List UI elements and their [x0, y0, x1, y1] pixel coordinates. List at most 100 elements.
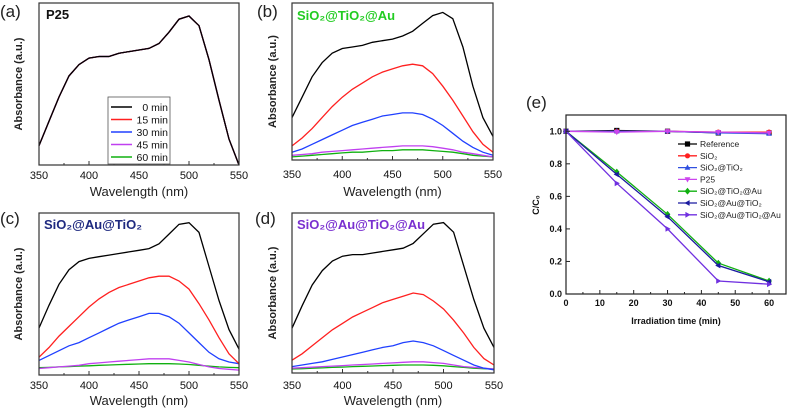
- panel-e: 0 10 20 30 40 50 60 0.0 0.2 0.4 0.6 0.8 1.0 Irradiati…: [526, 93, 787, 326]
- series-line-0: [291, 221, 495, 348]
- x-axis-label: Irradiation time (min): [631, 316, 721, 326]
- legend-entry: P25: [700, 174, 715, 184]
- x-tick-label: 50: [730, 298, 740, 308]
- x-tick-label: 400: [333, 380, 351, 392]
- series-line-1: [291, 63, 494, 153]
- y-axis-label: Absorbance (a.u.): [267, 35, 279, 128]
- x-tick-label: 500: [180, 170, 198, 182]
- legend-entry: 0 min: [142, 102, 168, 114]
- data-point: [664, 129, 671, 135]
- plot-frame: [291, 2, 494, 161]
- series-line-1: [291, 292, 495, 366]
- panel-label: (b): [257, 2, 278, 21]
- panel-a: 350 400 450 500 550 Wavelength (nm) Absorbance…: [0, 2, 248, 199]
- y-tick-label: 0.6: [549, 191, 562, 201]
- series-line-2: [291, 112, 494, 156]
- x-tick-label: 0: [563, 298, 568, 308]
- x-tick-label: 450: [384, 380, 402, 392]
- legend-entry: 30 min: [136, 127, 168, 139]
- x-tick-label: 60: [764, 298, 774, 308]
- panel-d: 350 400 450 500 550 Wavelength (nm) Absorbance…: [255, 209, 503, 408]
- x-tick-label: 40: [696, 298, 706, 308]
- panel-title: SiO₂@Au@TiO₂: [44, 217, 142, 232]
- y-axis-label: Absorbance (a.u.): [13, 247, 25, 340]
- data-point: [715, 130, 722, 136]
- y-tick-label: 0.2: [549, 256, 562, 266]
- x-tick-label: 500: [180, 380, 198, 392]
- y-axis-label: Absorbance (a.u.): [267, 246, 279, 339]
- x-tick-label: 350: [30, 380, 48, 392]
- panel-b: 350 400 450 500 550 Wavelength (nm) Absorbance…: [257, 2, 502, 199]
- legend-marker: [684, 187, 691, 195]
- legend-entry: 45 min: [136, 140, 168, 152]
- legend-entry: Reference: [700, 139, 739, 149]
- x-tick-label: 400: [333, 169, 351, 181]
- x-tick-label: 10: [595, 298, 605, 308]
- series-line-2: [38, 312, 240, 365]
- x-tick-label: 500: [434, 169, 452, 181]
- panel-title: SiO₂@TiO₂@Au: [297, 8, 395, 23]
- legend-entry: 60 min: [136, 152, 168, 164]
- series-line-0: [38, 15, 240, 166]
- panel-label: (a): [0, 2, 21, 21]
- x-tick-label: 450: [130, 380, 148, 392]
- y-tick-label: 0.0: [549, 289, 562, 299]
- panel-label: (d): [255, 209, 276, 228]
- legend-entry: SiO₂: [700, 151, 717, 161]
- x-tick-label: 400: [80, 170, 98, 182]
- legend-entry: SiO₂@Au@TiO₂: [700, 198, 762, 208]
- x-axis-label: Wavelength (nm): [90, 393, 189, 408]
- series-line-0: [38, 222, 240, 350]
- panel-title: SiO₂@Au@TiO₂@Au: [297, 217, 425, 232]
- x-tick-label: 450: [130, 170, 148, 182]
- series-line-3: [291, 145, 494, 158]
- x-axis-label: Wavelength (nm): [90, 184, 189, 199]
- x-tick-label: 450: [383, 169, 401, 181]
- series-line-3: [291, 361, 495, 370]
- data-point: [665, 226, 671, 232]
- x-tick-label: 20: [629, 298, 639, 308]
- x-tick-label: 350: [283, 380, 301, 392]
- series-line-1: [38, 275, 240, 365]
- series-line-4: [291, 149, 494, 158]
- y-tick-label: 0.4: [549, 224, 562, 234]
- data-point: [613, 171, 619, 178]
- y-tick-label: 0.8: [549, 159, 562, 169]
- panel-label: (e): [526, 93, 547, 112]
- x-tick-label: 550: [230, 170, 248, 182]
- x-tick-label: 550: [230, 380, 248, 392]
- panel-title: P25: [46, 7, 69, 22]
- legend-entry: 15 min: [136, 115, 168, 127]
- legend-marker: [684, 141, 691, 147]
- x-axis-label: Wavelength (nm): [343, 184, 442, 199]
- plot-frame: [565, 114, 787, 295]
- data-point: [613, 130, 620, 136]
- legend-marker: [684, 164, 691, 170]
- data-point: [614, 180, 620, 187]
- data-point: [715, 262, 721, 269]
- series-line-0: [291, 11, 494, 137]
- legend-entry: SiO₂@TiO₂: [700, 163, 743, 173]
- legend-marker: [685, 211, 691, 218]
- plot-frame: [38, 212, 240, 376]
- series-line-4: [291, 364, 495, 370]
- panel-c: 350 400 450 500 550 Wavelength (nm) Absorbance…: [0, 209, 248, 408]
- legend-entry: SiO₂@TiO₂@Au: [700, 186, 762, 196]
- legend-marker: [684, 200, 690, 206]
- legend-marker: [684, 177, 691, 183]
- x-tick-label: 550: [484, 169, 502, 181]
- y-axis-label: C/C₀: [531, 195, 541, 215]
- y-tick-label: 1.0: [549, 126, 562, 136]
- x-tick-label: 350: [283, 169, 301, 181]
- legend-entry: SiO₂@Au@TiO₂@Au: [700, 210, 781, 220]
- x-tick-label: 550: [485, 380, 503, 392]
- y-axis-label: Absorbance (a.u.): [13, 37, 25, 130]
- legend-marker: [684, 153, 691, 159]
- x-tick-label: 400: [80, 380, 98, 392]
- plot-frame: [291, 212, 495, 374]
- data-point: [716, 278, 722, 284]
- series-line-2: [291, 340, 495, 371]
- x-tick-label: 500: [434, 380, 452, 392]
